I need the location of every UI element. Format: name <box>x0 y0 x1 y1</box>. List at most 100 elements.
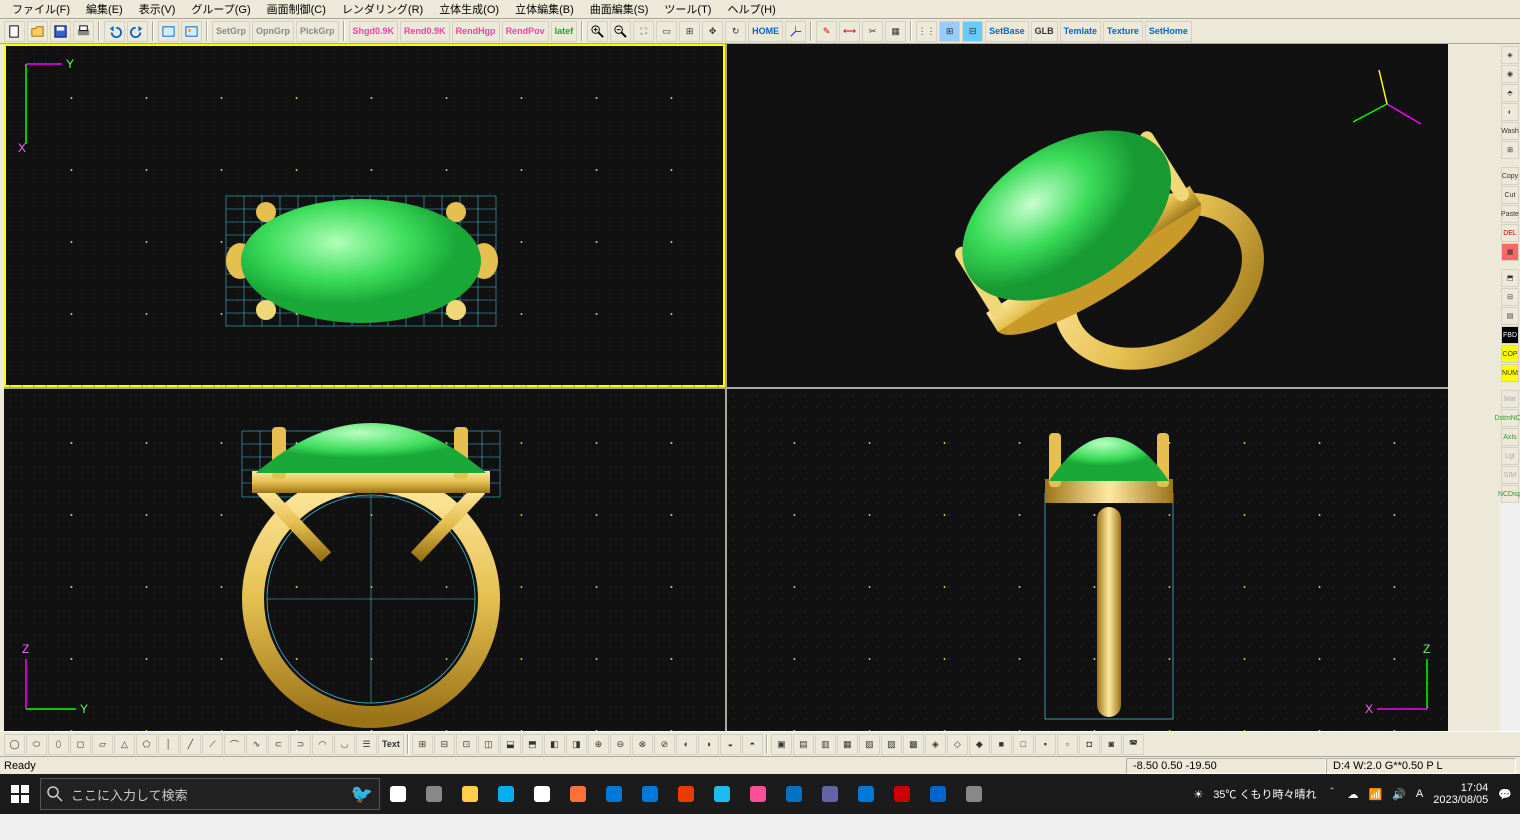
dim-button[interactable]: ⟷ <box>839 21 860 42</box>
home-button[interactable]: HOME <box>748 21 783 42</box>
menu-surfedit[interactable]: 曲面編集(S) <box>582 0 657 19</box>
sethome-button[interactable]: SetHome <box>1145 21 1192 42</box>
btool-b44[interactable]: ■ <box>991 734 1012 755</box>
btool-b47[interactable]: ▫ <box>1057 734 1078 755</box>
btool-b24[interactable]: ◧ <box>544 734 565 755</box>
menu-help[interactable]: ヘルプ(H) <box>719 0 783 19</box>
rtool[interactable]: SIM <box>1501 466 1519 484</box>
taskbar-app-ie[interactable] <box>708 780 736 808</box>
start-button[interactable] <box>0 774 40 814</box>
grid1-button[interactable]: ⋮⋮ <box>916 21 937 42</box>
taskbar-app-office[interactable] <box>672 780 700 808</box>
img-button[interactable] <box>181 21 202 42</box>
btool-b22[interactable]: ⬓ <box>500 734 521 755</box>
taskbar-app-outlook[interactable] <box>780 780 808 808</box>
btool-b16[interactable]: ◡ <box>334 734 355 755</box>
system-tray[interactable]: ☀ 35℃ くもり時々晴れ ＾ ☁ 📶 🔊 A 17:04 2023/08/05… <box>1193 782 1520 806</box>
pan-button[interactable]: ✥ <box>702 21 723 42</box>
rtool[interactable]: NCDisp <box>1501 485 1519 503</box>
redo-button[interactable] <box>127 21 148 42</box>
btool-b11[interactable]: ⌒ <box>224 734 245 755</box>
viewport-front[interactable]: Z Y <box>4 389 725 731</box>
btool-b26[interactable]: ⊕ <box>588 734 609 755</box>
btool-b8[interactable]: │ <box>158 734 179 755</box>
zoom-fit-button[interactable]: ⛶ <box>633 21 654 42</box>
rtool[interactable]: Wash <box>1501 122 1519 140</box>
pickgrp-button[interactable]: PickGrp <box>296 21 339 42</box>
btool-b50[interactable]: ◚ <box>1123 734 1144 755</box>
rtool[interactable]: ⊞ <box>1501 141 1519 159</box>
grid3-button[interactable]: ⊟ <box>962 21 983 42</box>
btool-b29[interactable]: ⊘ <box>654 734 675 755</box>
rtool[interactable]: DstmNCE <box>1501 409 1519 427</box>
taskbar-app-cortana[interactable] <box>384 780 412 808</box>
cut-button[interactable]: ✂ <box>862 21 883 42</box>
menu-file[interactable]: ファイル(F) <box>4 0 78 19</box>
btool-b18[interactable]: ⊞ <box>412 734 433 755</box>
btool-b13[interactable]: ⊂ <box>268 734 289 755</box>
btool-b19[interactable]: ⊟ <box>434 734 455 755</box>
tray-wifi-icon[interactable]: 📶 <box>1368 788 1382 801</box>
menu-solidgen[interactable]: 立体生成(O) <box>431 0 507 19</box>
viewport-perspective[interactable] <box>727 44 1448 387</box>
print-button[interactable] <box>73 21 94 42</box>
taskbar-app-itunes[interactable] <box>744 780 772 808</box>
rend1-button[interactable]: Rend0.9K <box>400 21 450 42</box>
btool-b20[interactable]: ⊡ <box>456 734 477 755</box>
menu-screen[interactable]: 画面制御(C) <box>259 0 334 19</box>
btool-b49[interactable]: ◙ <box>1101 734 1122 755</box>
btool-b6[interactable]: △ <box>114 734 135 755</box>
btool-b36[interactable]: ▥ <box>815 734 836 755</box>
taskbar-app-app1[interactable] <box>888 780 916 808</box>
del-button[interactable]: DEL <box>1501 224 1519 242</box>
btool-b1[interactable]: ◯ <box>4 734 25 755</box>
tray-chevron-icon[interactable]: ＾ <box>1326 786 1337 802</box>
taskbar-app-taskview[interactable] <box>420 780 448 808</box>
grid2-button[interactable]: ⊞ <box>939 21 960 42</box>
zoom-out-button[interactable] <box>610 21 631 42</box>
rendpov-button[interactable]: RendPov <box>502 21 549 42</box>
meas-button[interactable]: ✎ <box>816 21 837 42</box>
undo-button[interactable] <box>104 21 125 42</box>
btool-b30[interactable]: ◐ <box>676 734 697 755</box>
mat-button[interactable]: ▦ <box>885 21 906 42</box>
img-button[interactable] <box>158 21 179 42</box>
btool-b41[interactable]: ◈ <box>925 734 946 755</box>
taskbar-app-paint[interactable] <box>960 780 988 808</box>
rtool[interactable]: ◈ <box>1501 46 1519 64</box>
btool-b35[interactable]: ▤ <box>793 734 814 755</box>
taskbar-app-firefox[interactable] <box>564 780 592 808</box>
copy-button[interactable]: Copy <box>1501 167 1519 185</box>
rtool[interactable]: ⬒ <box>1501 269 1519 287</box>
tray-cloud-icon[interactable]: ☁ <box>1347 788 1358 801</box>
menu-view[interactable]: 表示(V) <box>131 0 184 19</box>
notifications-icon[interactable]: 💬 <box>1498 788 1512 801</box>
btool-b39[interactable]: ▨ <box>881 734 902 755</box>
tray-volume-icon[interactable]: 🔊 <box>1392 788 1406 801</box>
btool-b48[interactable]: ◘ <box>1079 734 1100 755</box>
btool-b33[interactable]: ◓ <box>742 734 763 755</box>
setbase-button[interactable]: SetBase <box>985 21 1029 42</box>
btool-b28[interactable]: ⊗ <box>632 734 653 755</box>
open-button[interactable] <box>27 21 48 42</box>
taskbar-app-mail[interactable] <box>636 780 664 808</box>
menu-edit[interactable]: 編集(E) <box>78 0 131 19</box>
btool-b9[interactable]: ╱ <box>180 734 201 755</box>
zoom-win-button[interactable]: ▭ <box>656 21 677 42</box>
btool-b27[interactable]: ⊖ <box>610 734 631 755</box>
btool-b3[interactable]: ⬯ <box>48 734 69 755</box>
template-button[interactable]: Temlate <box>1060 21 1101 42</box>
btool-b34[interactable]: ▣ <box>771 734 792 755</box>
menu-solidedit[interactable]: 立体編集(B) <box>507 0 582 19</box>
num-button[interactable]: NUM <box>1501 364 1519 382</box>
rend2-button[interactable]: RendHgp <box>452 21 500 42</box>
taskbar-app-skype[interactable] <box>492 780 520 808</box>
taskbar-search[interactable]: ここに入力して検索 🐦 <box>40 778 380 810</box>
btool-b46[interactable]: ▪ <box>1035 734 1056 755</box>
opngrp-button[interactable]: OpnGrp <box>252 21 294 42</box>
cop-button[interactable]: COP <box>1501 345 1519 363</box>
cut-button[interactable]: Cut <box>1501 186 1519 204</box>
btool-b12[interactable]: ∿ <box>246 734 267 755</box>
btool-b31[interactable]: ◑ <box>698 734 719 755</box>
zoom-in-button[interactable] <box>587 21 608 42</box>
